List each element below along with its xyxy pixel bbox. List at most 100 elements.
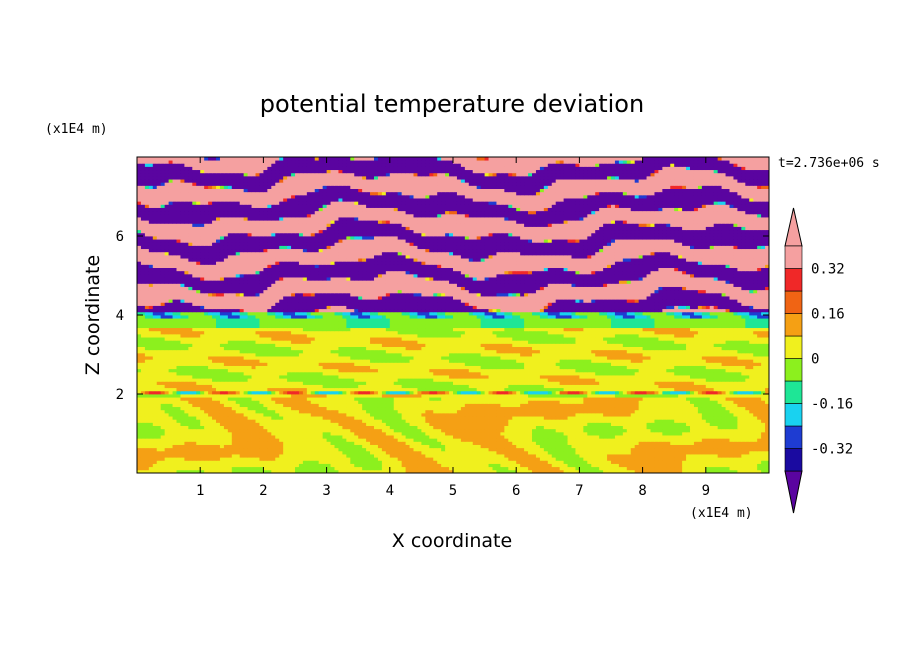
field-cell	[223, 400, 229, 404]
field-cell	[611, 397, 616, 401]
field-cell	[401, 387, 406, 392]
field-cell	[275, 378, 280, 382]
field-cell	[366, 394, 371, 398]
field-cell	[658, 466, 663, 471]
field-cell	[520, 409, 525, 414]
field-cell	[563, 378, 568, 382]
field-cell	[575, 416, 580, 420]
field-cell	[697, 441, 703, 445]
field-cell	[235, 397, 241, 401]
field-cell	[366, 406, 371, 411]
field-cell	[476, 416, 482, 420]
field-cell	[472, 425, 478, 430]
field-cell	[460, 450, 466, 455]
field-cell	[377, 406, 383, 411]
field-cell	[591, 409, 596, 414]
field-cell	[148, 371, 154, 376]
field-cell	[413, 390, 418, 395]
field-cell	[504, 435, 509, 439]
field-cell	[208, 466, 213, 471]
field-cell	[188, 463, 193, 468]
field-cell	[614, 375, 620, 379]
field-cell	[686, 463, 691, 468]
field-cell	[298, 469, 304, 473]
field-cell	[441, 378, 446, 382]
field-cell	[686, 450, 691, 455]
field-cell	[654, 387, 659, 392]
field-cell	[140, 397, 146, 401]
field-cell	[705, 381, 711, 385]
field-cell	[456, 444, 462, 449]
field-cell	[575, 422, 580, 426]
field-cell	[204, 378, 209, 382]
field-cell	[200, 378, 205, 382]
field-cell	[721, 412, 726, 417]
field-cell	[611, 460, 616, 464]
field-cell	[575, 469, 580, 473]
field-cell	[148, 428, 154, 433]
field-cell	[449, 419, 454, 423]
field-cell	[512, 447, 517, 452]
field-cell	[148, 381, 154, 385]
field-cell	[413, 406, 418, 411]
field-cell	[330, 425, 335, 430]
field-cell	[678, 454, 683, 458]
field-cell	[437, 447, 442, 452]
field-cell	[567, 447, 572, 452]
field-cell	[539, 441, 545, 445]
field-cell	[433, 422, 438, 426]
field-cell	[670, 450, 675, 455]
field-cell	[370, 441, 375, 445]
field-cell	[449, 394, 454, 398]
field-cell	[283, 441, 288, 445]
field-cell	[223, 444, 229, 449]
field-cell	[302, 381, 308, 385]
field-cell	[239, 444, 245, 449]
field-cell	[192, 394, 197, 398]
field-cell	[192, 457, 197, 461]
field-cell	[239, 406, 245, 411]
field-cell	[200, 469, 205, 473]
field-cell	[389, 438, 395, 442]
field-cell	[535, 422, 541, 426]
field-cell	[725, 441, 730, 445]
field-cell	[306, 375, 312, 379]
field-cell	[456, 381, 462, 385]
field-cell	[453, 454, 458, 458]
field-cell	[713, 381, 719, 385]
field-cell	[484, 460, 489, 464]
field-cell	[409, 460, 414, 464]
field-cell	[674, 394, 679, 398]
field-cell	[322, 447, 327, 452]
field-cell	[516, 384, 521, 389]
field-cell	[267, 444, 272, 449]
field-cell	[180, 463, 185, 468]
field-cell	[741, 375, 746, 379]
field-cell	[539, 394, 545, 398]
field-cell	[421, 450, 426, 455]
field-cell	[389, 463, 395, 468]
field-cell	[532, 384, 537, 389]
field-cell	[148, 409, 154, 414]
field-cell	[650, 457, 655, 461]
field-cell	[662, 394, 667, 398]
field-cell	[599, 466, 604, 471]
field-cell	[666, 435, 671, 439]
field-cell	[488, 390, 493, 395]
field-cell	[733, 394, 738, 398]
field-cell	[638, 416, 643, 420]
field-cell	[267, 400, 272, 404]
field-cell	[575, 409, 580, 414]
field-cell	[464, 431, 470, 436]
field-cell	[401, 441, 406, 445]
field-cell	[508, 469, 513, 473]
field-cell	[326, 431, 331, 436]
field-cell	[646, 438, 651, 442]
field-cell	[709, 469, 715, 473]
field-cell	[733, 444, 738, 449]
field-cell	[172, 457, 177, 461]
field-cell	[449, 438, 454, 442]
field-cell	[662, 419, 667, 423]
field-cell	[176, 454, 181, 458]
field-cell	[709, 412, 715, 417]
